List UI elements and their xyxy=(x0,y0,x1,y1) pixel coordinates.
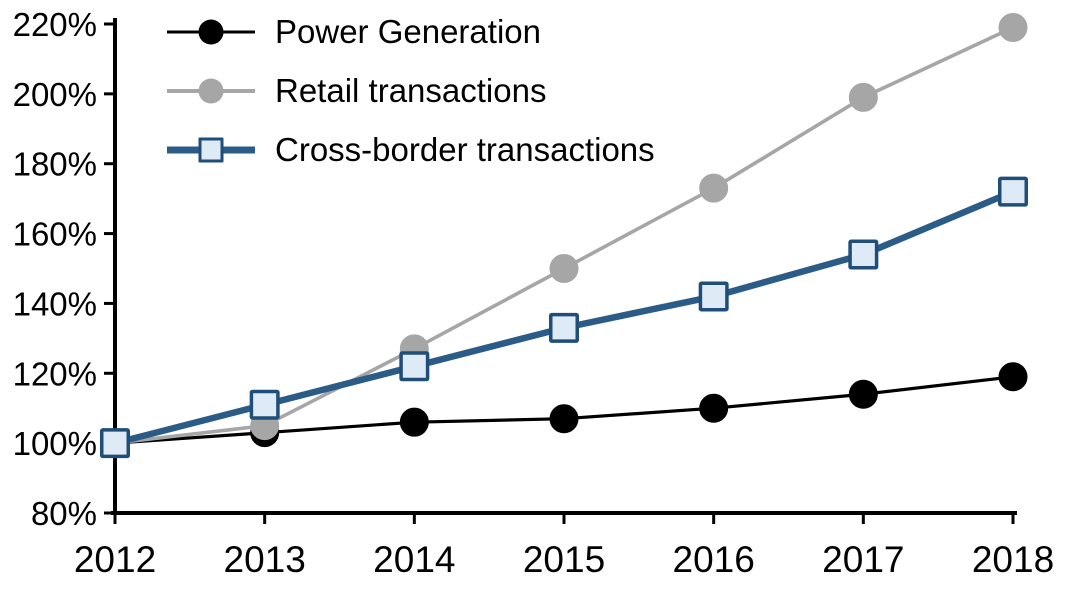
x-tick-label: 2012 xyxy=(74,539,156,580)
legend-item-retail-transactions: Retail transactions xyxy=(167,61,655,120)
data-point-marker xyxy=(549,254,579,283)
data-point-marker xyxy=(998,12,1028,42)
circle-marker-icon xyxy=(198,19,224,44)
data-point-marker xyxy=(549,312,579,343)
y-tick-label: 80% xyxy=(31,495,97,532)
x-tick-label: 2016 xyxy=(673,539,755,580)
y-tick-label: 220% xyxy=(13,6,97,43)
data-point-marker xyxy=(848,82,878,112)
x-tick-label: 2014 xyxy=(373,539,455,580)
data-point-marker xyxy=(998,176,1028,207)
x-axis-ticks: 2012 2013 2014 2015 2016 2017 2018 xyxy=(74,513,1054,580)
y-axis-ticks: 80% 100% 120% 140% 160% 180% 200% 220% xyxy=(13,6,115,532)
data-point-marker xyxy=(699,393,729,423)
data-point-marker xyxy=(549,404,579,434)
data-point-marker xyxy=(399,407,429,437)
square-marker-icon xyxy=(198,137,224,162)
x-tick-label: 2017 xyxy=(822,539,904,580)
series-cross-border-transactions xyxy=(100,176,1028,459)
series-retail-transactions xyxy=(100,12,1028,458)
data-point-marker xyxy=(100,428,130,459)
legend-item-power-generation: Power Generation xyxy=(167,2,655,61)
legend-line-sample xyxy=(167,74,255,108)
y-tick-label: 160% xyxy=(13,216,97,253)
x-tick-label: 2018 xyxy=(972,539,1054,580)
y-tick-label: 200% xyxy=(13,76,97,113)
y-tick-label: 120% xyxy=(13,355,97,392)
legend-line-sample xyxy=(167,133,255,167)
y-tick-label: 180% xyxy=(13,146,97,183)
y-tick-label: 100% xyxy=(13,425,97,462)
legend-line-sample xyxy=(167,15,255,49)
data-point-marker xyxy=(249,389,280,420)
legend-item-cross-border-transactions: Cross-border transactions xyxy=(167,120,655,179)
data-point-marker xyxy=(998,362,1028,392)
legend: Power Generation Retail transactions Cro… xyxy=(167,2,655,179)
x-tick-label: 2013 xyxy=(224,539,306,580)
legend-label: Retail transactions xyxy=(275,72,547,109)
y-tick-label: 140% xyxy=(13,285,97,322)
legend-label: Power Generation xyxy=(275,13,541,50)
data-point-marker xyxy=(848,379,878,409)
data-point-marker xyxy=(399,351,430,382)
data-point-marker xyxy=(848,239,879,270)
x-tick-label: 2015 xyxy=(523,539,605,580)
legend-label: Cross-border transactions xyxy=(275,131,655,168)
data-point-marker xyxy=(699,173,729,203)
circle-marker-icon xyxy=(198,78,224,103)
data-point-marker xyxy=(698,281,729,312)
